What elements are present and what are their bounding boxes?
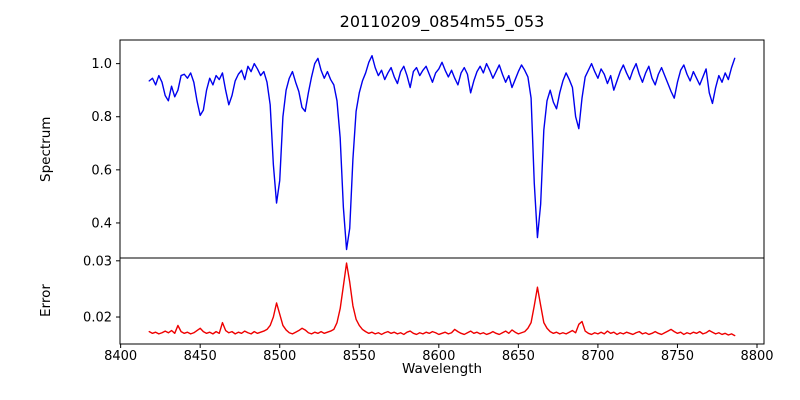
spectrum-y-tick-label: 0.4 [91,216,112,231]
x-tick-label: 8600 [422,349,455,364]
x-tick-label: 8700 [581,349,614,364]
plot-title: 20110209_0854m55_053 [339,12,545,31]
spectrum-axes-frame [119,39,765,259]
x-tick-label: 8650 [502,349,535,364]
x-tick-label: 8550 [343,349,376,364]
error-line [148,262,736,337]
x-tick-label: 8400 [104,349,137,364]
spectrum-line [148,54,736,251]
x-tick-label: 8800 [740,349,773,364]
x-tick-label: 8450 [184,349,217,364]
spectrum-y-tick-label: 0.8 [91,110,112,125]
error-y-tick-label: 0.02 [83,311,112,326]
spectrum-y-tick-label: 0.6 [91,163,112,178]
error-y-tick-label: 0.03 [83,254,112,269]
x-axis-label: Wavelength [401,361,483,377]
x-tick-label: 8750 [661,349,694,364]
error-axes-frame [119,257,765,345]
x-tick-label: 8500 [263,349,296,364]
spectrum-y-tick-label: 1.0 [91,57,112,72]
